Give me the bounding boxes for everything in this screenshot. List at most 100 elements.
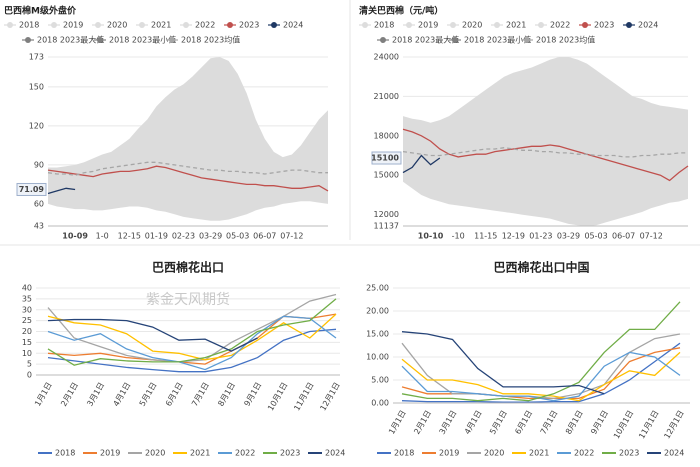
legend-marker bbox=[406, 22, 412, 28]
legend-label: 2018 2023最大值 bbox=[37, 35, 104, 45]
y-tick-label: 25.00 bbox=[366, 284, 389, 293]
y-tick-label: 0 bbox=[27, 371, 32, 380]
legend-label: 2024 bbox=[638, 21, 658, 30]
line bbox=[47, 328, 337, 373]
legend-marker bbox=[626, 22, 632, 28]
legend-marker bbox=[362, 22, 368, 28]
x-tick-label: 12-19 bbox=[502, 232, 525, 241]
y-tick-label: 11137 bbox=[374, 222, 399, 231]
y-tick-label: 60 bbox=[34, 199, 44, 208]
y-tick-label: 5.00 bbox=[371, 376, 389, 385]
legend-label: 2020 bbox=[107, 21, 127, 30]
legend-label: 2022 bbox=[574, 449, 594, 458]
x-tick-label: 1-0 bbox=[96, 232, 109, 241]
legend-label: 2018 2023均值 bbox=[181, 35, 240, 45]
legend-marker bbox=[538, 22, 544, 28]
x-tick-label: -10 bbox=[452, 232, 465, 241]
y-tick-label: 35 bbox=[22, 294, 32, 303]
legend-label: 2022 bbox=[235, 449, 255, 458]
legend-marker bbox=[139, 22, 145, 28]
line bbox=[401, 301, 681, 402]
y-tick-label: 10 bbox=[22, 349, 32, 358]
legend-label: 2023 bbox=[280, 449, 300, 458]
legend-marker bbox=[452, 37, 458, 43]
line bbox=[47, 298, 337, 366]
legend-marker bbox=[450, 22, 456, 28]
x-tick-label: 06-07 bbox=[612, 232, 635, 241]
legend-label: 2022 bbox=[195, 21, 215, 30]
legend-label: 2020 bbox=[484, 449, 504, 458]
y-tick-label: 21000 bbox=[374, 92, 399, 101]
line bbox=[401, 351, 681, 402]
legend-label: 2021 bbox=[151, 21, 171, 30]
x-tick-label: 03-29 bbox=[557, 232, 580, 241]
legend-label: 2019 bbox=[63, 21, 83, 30]
legend-marker bbox=[95, 22, 101, 28]
y-tick-label: 25 bbox=[22, 316, 32, 325]
legend-label: 2021 bbox=[506, 21, 526, 30]
legend-label: 2022 bbox=[550, 21, 570, 30]
line bbox=[401, 342, 681, 403]
y-tick-label: 40 bbox=[22, 284, 32, 293]
legend-label: 2019 bbox=[439, 449, 459, 458]
y-tick-label: 173 bbox=[29, 53, 44, 62]
x-tick-label: 12-15 bbox=[118, 232, 141, 241]
y-tick-label: 15 bbox=[22, 338, 32, 347]
line bbox=[47, 165, 329, 192]
legend-marker bbox=[25, 37, 31, 43]
y-tick-label: 15.00 bbox=[366, 330, 389, 339]
line bbox=[47, 313, 337, 361]
legend-marker bbox=[97, 37, 103, 43]
legend-label: 2023 bbox=[619, 449, 639, 458]
value-tag-label: 71.09 bbox=[19, 185, 45, 194]
legend-label: 2019 bbox=[418, 21, 438, 30]
line bbox=[47, 318, 258, 352]
x-tick-label: 03-29 bbox=[199, 232, 222, 241]
legend-marker bbox=[183, 22, 189, 28]
legend-marker bbox=[7, 22, 13, 28]
x-tick-label: 11-15 bbox=[474, 232, 497, 241]
legend-label: 2021 bbox=[529, 449, 549, 458]
x-tick-label: 02-23 bbox=[172, 232, 195, 241]
legend-marker bbox=[494, 22, 500, 28]
value-tag-label: 15100 bbox=[371, 154, 399, 163]
x-tick-label: 05-03 bbox=[226, 232, 249, 241]
legend-label: 2024 bbox=[283, 21, 303, 30]
line bbox=[47, 315, 337, 371]
legend-marker bbox=[582, 22, 588, 28]
line bbox=[47, 161, 328, 176]
y-tick-label: 20.00 bbox=[366, 307, 389, 316]
y-tick-label: 20 bbox=[22, 327, 32, 336]
watermark: 紫金天风期货 bbox=[146, 291, 230, 308]
line bbox=[402, 147, 688, 158]
legend-label: 2018 2023最小值 bbox=[109, 35, 176, 45]
legend-label: 2024 bbox=[664, 449, 684, 458]
legend-label: 2020 bbox=[145, 449, 165, 458]
x-tick-label: 07-12 bbox=[280, 232, 303, 241]
chart-title: 清关巴西棉（元/吨） bbox=[359, 5, 443, 17]
legend-label: 2018 bbox=[394, 449, 414, 458]
y-tick-label: 120 bbox=[29, 121, 44, 130]
legend-marker bbox=[227, 22, 233, 28]
value-tag bbox=[371, 151, 402, 165]
legend-marker bbox=[524, 37, 530, 43]
legend-label: 2018 bbox=[374, 21, 394, 30]
y-tick-label: 150 bbox=[29, 82, 44, 91]
y-tick-label: 5 bbox=[27, 360, 32, 369]
x-tick-label: 06-07 bbox=[253, 232, 276, 241]
legend-label: 2023 bbox=[239, 21, 259, 30]
y-tick-label: 0.00 bbox=[371, 399, 389, 408]
chart-title: 巴西棉花出口 bbox=[152, 260, 224, 275]
legend-marker bbox=[51, 22, 57, 28]
legend-label: 2018 2023最小值 bbox=[464, 35, 531, 45]
chart-title: 巴西棉花出口中国 bbox=[493, 260, 589, 275]
y-tick-label: 90 bbox=[34, 160, 44, 169]
x-tick-label: 01-19 bbox=[145, 232, 168, 241]
legend-marker bbox=[169, 37, 175, 43]
legend-label: 2019 bbox=[100, 449, 120, 458]
line bbox=[47, 187, 76, 195]
legend-label: 2020 bbox=[462, 21, 482, 30]
y-tick-label: 18000 bbox=[374, 131, 399, 140]
legend-label: 2018 bbox=[19, 21, 39, 30]
x-tick-label: 10-10 bbox=[418, 232, 444, 241]
